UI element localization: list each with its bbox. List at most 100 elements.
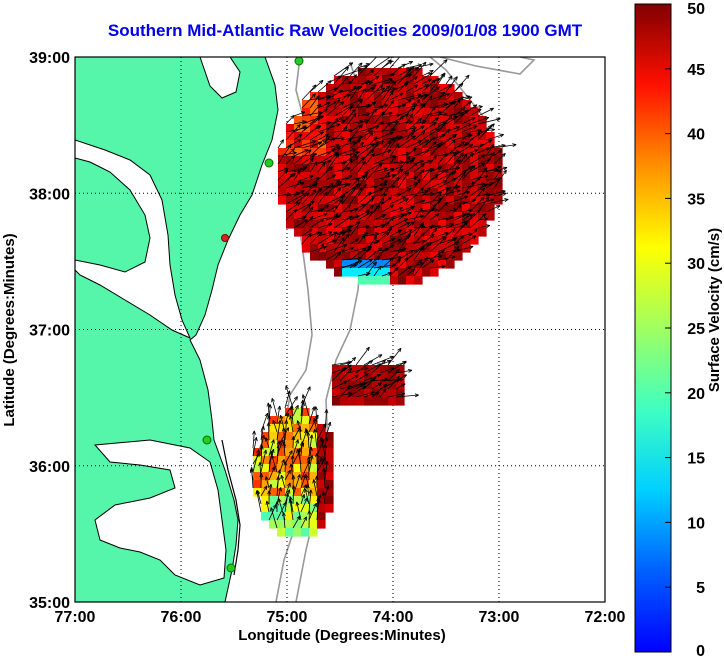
velocity-arrow bbox=[277, 139, 284, 149]
velocity-cell bbox=[318, 124, 327, 133]
velocity-arrowhead bbox=[502, 192, 507, 196]
velocity-arrow bbox=[461, 235, 477, 245]
velocity-arrowhead bbox=[282, 442, 287, 447]
velocity-arrow bbox=[405, 94, 428, 101]
velocity-arrow bbox=[300, 441, 303, 457]
velocity-arrow bbox=[341, 247, 355, 253]
velocity-arrowhead bbox=[401, 196, 406, 200]
colorbar-tick-label: 10 bbox=[687, 515, 705, 532]
velocity-arrowhead bbox=[288, 496, 293, 501]
colorbar-tick-label: 50 bbox=[687, 1, 705, 18]
velocity-cell bbox=[454, 180, 463, 189]
velocity-cell bbox=[358, 244, 367, 253]
velocity-arrow bbox=[381, 237, 396, 245]
velocity-cell bbox=[310, 204, 319, 213]
velocity-arrow bbox=[313, 418, 318, 433]
velocity-arrowhead bbox=[411, 128, 416, 134]
velocity-cell bbox=[293, 472, 302, 481]
velocity-arrow bbox=[357, 191, 372, 205]
velocity-arrow bbox=[365, 121, 384, 133]
velocity-arrowhead bbox=[358, 260, 363, 264]
velocity-arrow bbox=[405, 113, 413, 125]
velocity-arrow bbox=[421, 241, 432, 253]
velocity-arrow bbox=[421, 78, 432, 85]
velocity-arrow bbox=[437, 177, 457, 189]
outer-banks bbox=[221, 439, 241, 576]
velocity-arrow bbox=[289, 499, 294, 521]
velocity-arrowhead bbox=[472, 235, 477, 240]
velocity-cell bbox=[494, 172, 503, 181]
velocity-cell bbox=[286, 204, 295, 213]
velocity-arrow bbox=[365, 57, 378, 69]
velocity-arrow bbox=[357, 171, 369, 181]
velocity-cell bbox=[286, 164, 295, 173]
velocity-cell bbox=[350, 236, 359, 245]
velocity-arrowhead bbox=[459, 112, 464, 117]
velocity-arrowhead bbox=[364, 366, 369, 371]
x-tick-label: 73:00 bbox=[479, 609, 520, 626]
velocity-cell bbox=[430, 124, 439, 133]
velocity-arrowhead bbox=[328, 231, 333, 235]
velocity-cell bbox=[342, 212, 351, 221]
velocity-arrow bbox=[485, 123, 495, 133]
velocity-arrowhead bbox=[425, 149, 430, 153]
velocity-cell bbox=[326, 116, 335, 125]
velocity-arrow bbox=[461, 212, 476, 229]
velocity-arrowhead bbox=[305, 484, 310, 489]
velocity-arrowhead bbox=[297, 427, 302, 432]
velocity-cell bbox=[366, 108, 375, 117]
velocity-arrow bbox=[397, 93, 422, 101]
velocity-arrowhead bbox=[409, 113, 414, 118]
velocity-arrowhead bbox=[316, 125, 322, 130]
velocity-arrowhead bbox=[460, 140, 466, 145]
velocity-arrowhead bbox=[473, 228, 478, 233]
velocity-cell bbox=[388, 389, 397, 398]
velocity-arrowhead bbox=[297, 474, 301, 479]
velocity-arrowhead bbox=[378, 163, 383, 168]
velocity-cell bbox=[414, 244, 423, 253]
velocity-arrow bbox=[429, 121, 447, 133]
velocity-arrowhead bbox=[372, 235, 377, 241]
velocity-cell bbox=[342, 196, 351, 205]
velocity-cell bbox=[398, 108, 407, 117]
velocity-arrow bbox=[445, 151, 457, 165]
velocity-cell bbox=[348, 381, 357, 390]
velocity-arrow bbox=[381, 80, 397, 101]
velocity-arrowhead bbox=[347, 182, 352, 187]
velocity-arrowhead bbox=[389, 90, 394, 95]
velocity-cell bbox=[334, 228, 343, 237]
velocity-arrow bbox=[292, 474, 301, 497]
velocity-arrow bbox=[469, 187, 485, 205]
velocity-cell bbox=[454, 132, 463, 141]
velocity-cell bbox=[366, 212, 375, 221]
velocity-arrow bbox=[296, 501, 302, 521]
velocity-cell bbox=[478, 156, 487, 165]
velocity-arrow bbox=[284, 469, 291, 481]
velocity-cell bbox=[374, 220, 383, 229]
velocity-cell bbox=[398, 236, 407, 245]
velocity-cell bbox=[382, 236, 391, 245]
velocity-arrow bbox=[445, 112, 464, 125]
velocity-cell bbox=[422, 220, 431, 229]
velocity-arrow bbox=[317, 108, 328, 117]
velocity-cell bbox=[390, 156, 399, 165]
velocity-arrow bbox=[445, 135, 457, 141]
velocity-arrowhead bbox=[372, 84, 377, 89]
velocity-arrow bbox=[413, 72, 433, 85]
velocity-cell bbox=[438, 212, 447, 221]
velocity-arrowhead bbox=[490, 198, 495, 203]
velocity-arrow bbox=[429, 225, 441, 229]
velocity-arrowhead bbox=[389, 355, 394, 360]
velocity-arrow bbox=[309, 246, 327, 253]
velocity-arrowhead bbox=[427, 78, 433, 83]
velocity-arrowhead bbox=[488, 139, 493, 144]
velocity-arrowhead bbox=[333, 205, 338, 209]
velocity-cell bbox=[350, 220, 359, 229]
velocity-cell bbox=[414, 236, 423, 245]
velocity-arrow bbox=[381, 187, 389, 197]
velocity-arrowhead bbox=[420, 168, 425, 174]
velocity-arrow bbox=[453, 107, 466, 117]
velocity-arrow bbox=[421, 95, 433, 109]
velocity-cell bbox=[350, 172, 359, 181]
velocity-arrowhead bbox=[498, 148, 503, 153]
